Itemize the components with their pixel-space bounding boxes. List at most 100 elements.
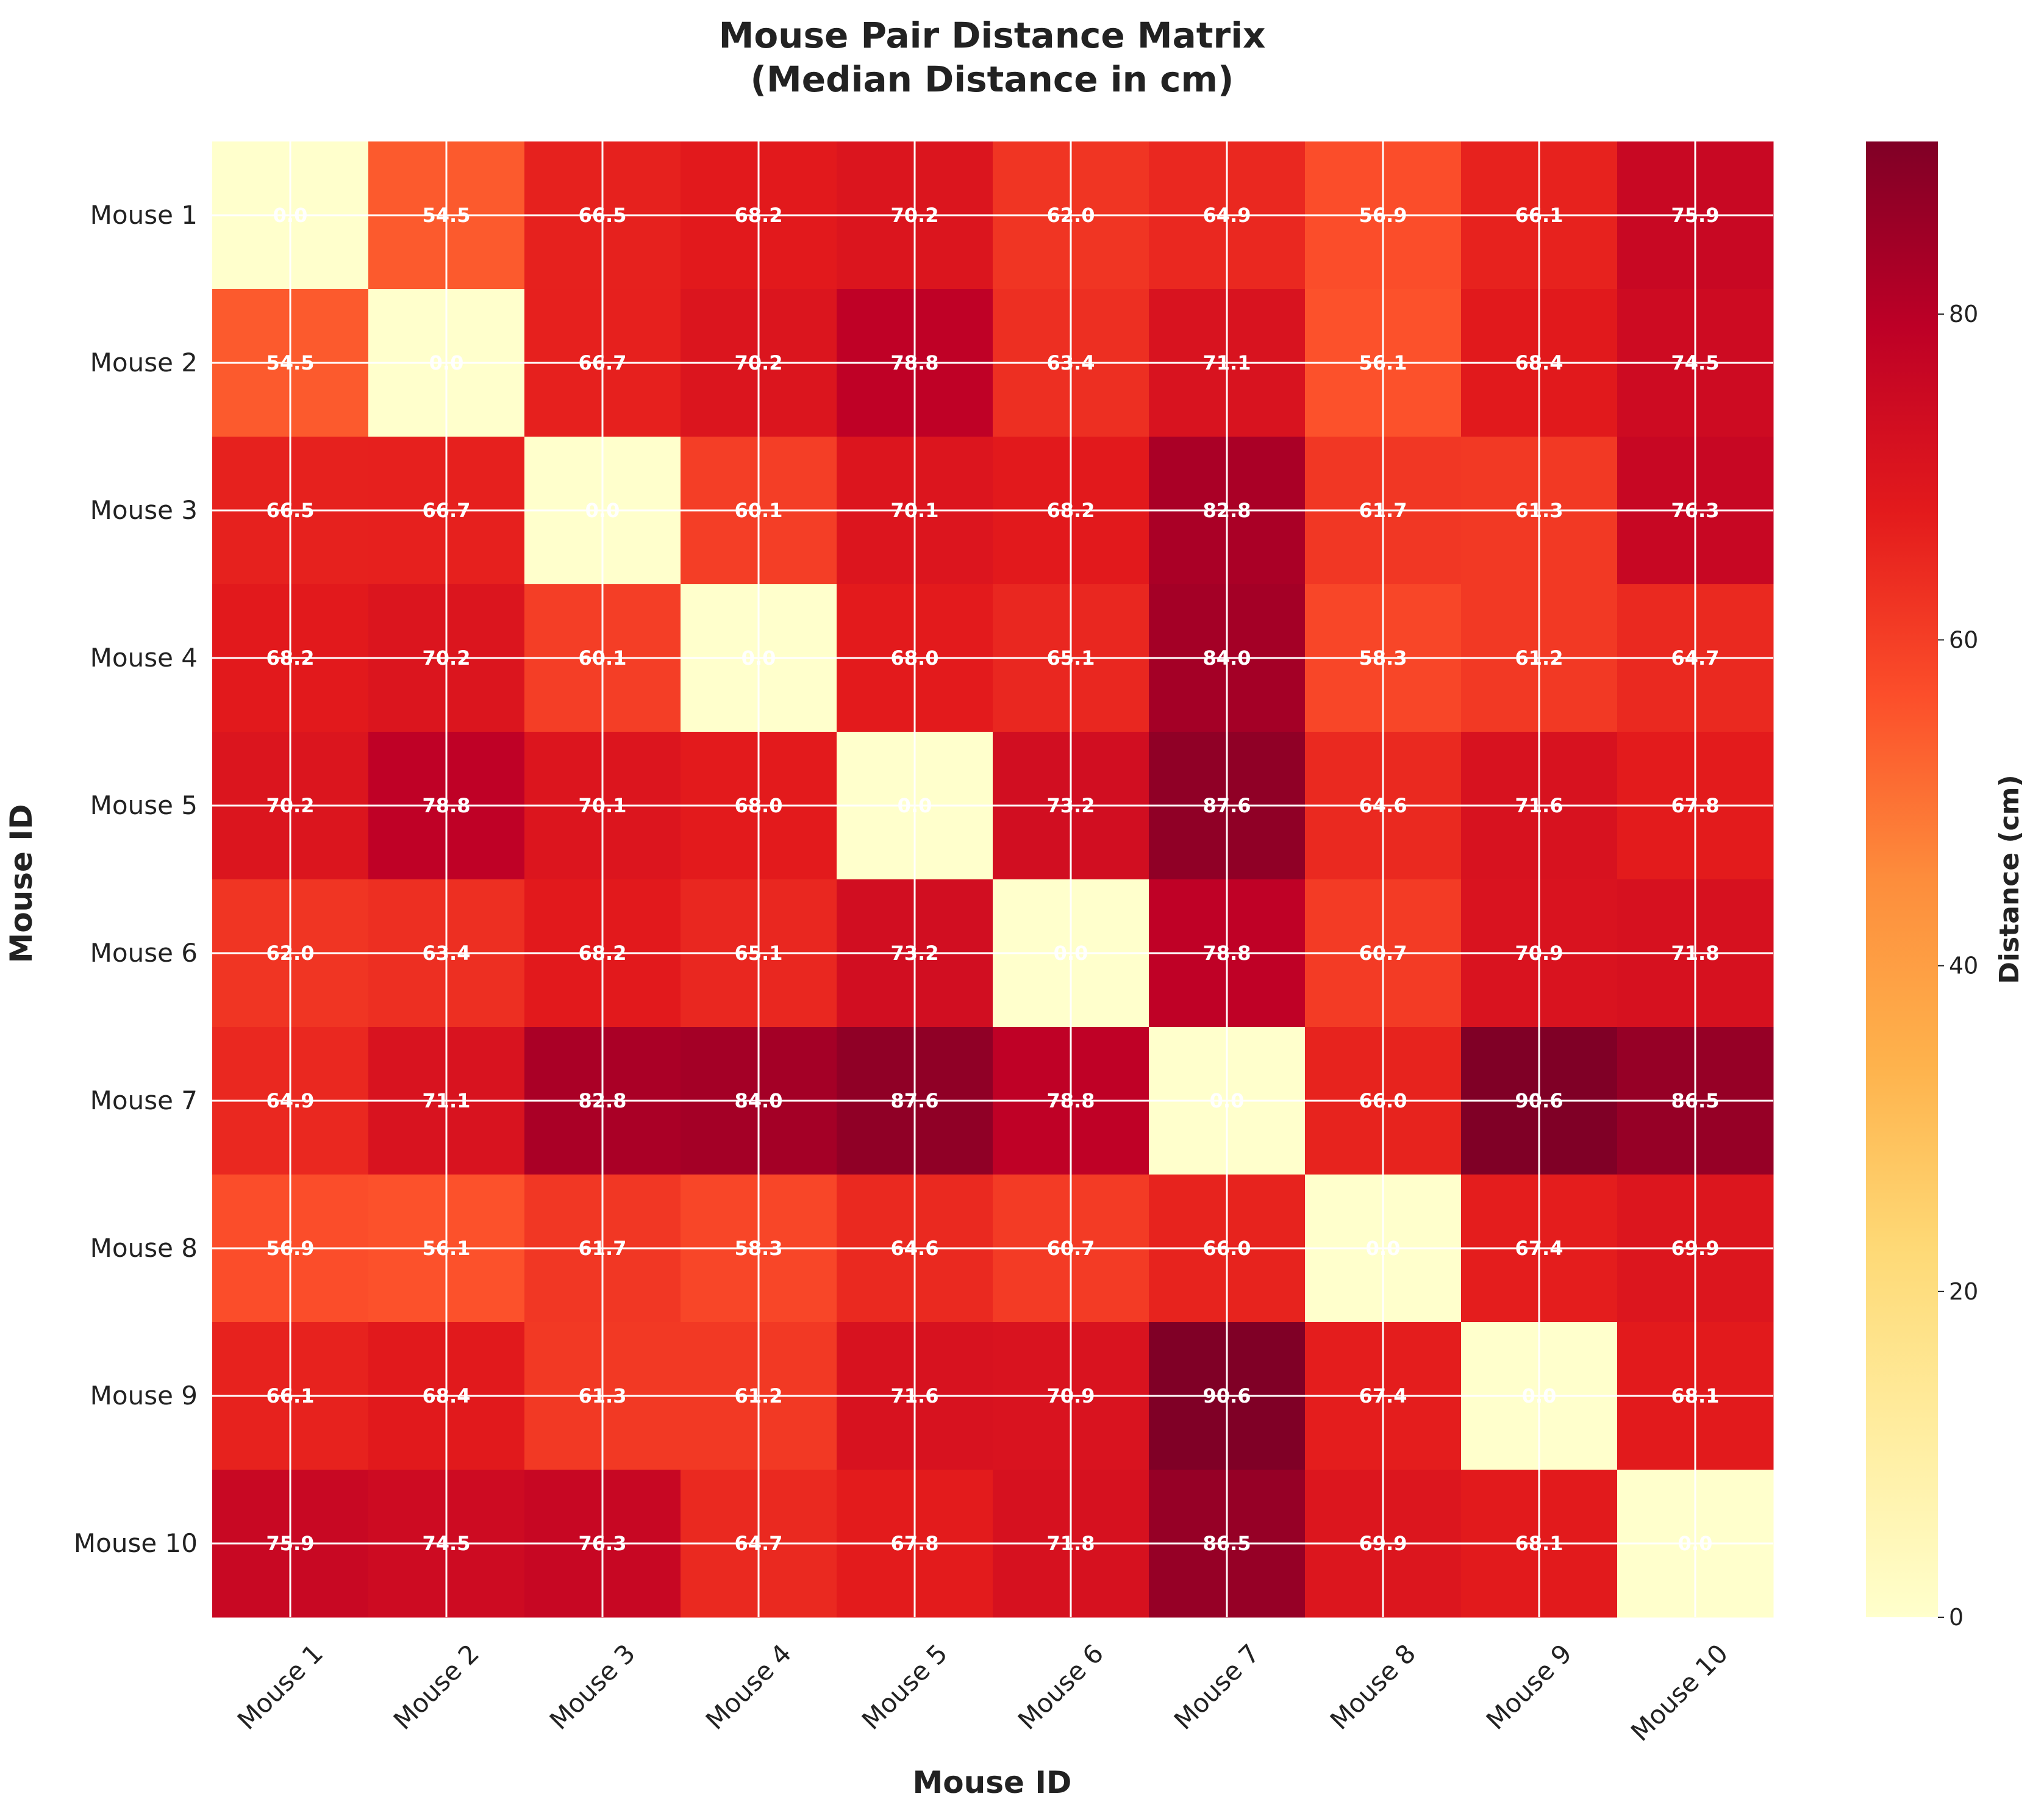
x-tick-label: Mouse 2 [388, 1638, 485, 1735]
cell-value-label: 68.0 [891, 646, 939, 670]
cell-value-label: 78.8 [891, 351, 939, 374]
cell-value-label: 70.2 [266, 794, 315, 817]
x-tick-label: Mouse 8 [1324, 1638, 1421, 1735]
cell-value-label: 58.3 [1359, 646, 1407, 670]
cell-value-label: 84.0 [1203, 646, 1251, 670]
cell-value-label: 70.2 [891, 204, 939, 227]
cell-value-label: 66.0 [1203, 1237, 1251, 1260]
x-tick-label: Mouse 6 [1012, 1638, 1109, 1735]
cell-value-label: 67.8 [891, 1532, 939, 1555]
y-tick-label: Mouse 2 [90, 348, 198, 377]
cell-value-label: 66.7 [579, 351, 627, 374]
cell-value-label: 60.7 [1047, 1237, 1095, 1260]
cell-value-label: 71.1 [1203, 351, 1251, 374]
cell-value-label: 64.9 [1203, 204, 1251, 227]
chart-subtitle: (Median Distance in cm) [751, 59, 1234, 100]
cell-value-label: 61.2 [1515, 646, 1563, 670]
x-tick-labels: Mouse 1 Mouse 2 Mouse 3 Mouse 4 Mouse 5 Mouse… [232, 1638, 1734, 1747]
colorbar-tick-label: 20 [1949, 1278, 1978, 1305]
cell-value-label: 71.8 [1671, 942, 1720, 965]
x-tick-label: Mouse 3 [544, 1638, 641, 1735]
cell-value-label: 84.0 [735, 1089, 783, 1112]
cell-value-label: 82.8 [1203, 499, 1251, 522]
colorbar [1866, 141, 1938, 1617]
grid-lines [212, 141, 1773, 1617]
cell-value-label: 61.2 [735, 1384, 783, 1407]
cell-value-label: 0.0 [1366, 1237, 1401, 1260]
cell-value-label: 71.6 [1515, 794, 1563, 817]
cell-value-label: 0.0 [1054, 942, 1088, 965]
cell-value-label: 65.1 [1047, 646, 1095, 670]
cell-value-label: 63.4 [1047, 351, 1095, 374]
cell-value-label: 68.2 [735, 204, 783, 227]
colorbar-tick-label: 60 [1949, 626, 1978, 653]
y-tick-label: Mouse 9 [90, 1381, 198, 1411]
cell-value-label: 68.0 [735, 794, 783, 817]
cell-value-label: 68.2 [266, 646, 315, 670]
cell-value-label: 90.6 [1515, 1089, 1563, 1112]
cell-value-label: 67.8 [1671, 794, 1720, 817]
cell-value-label: 68.2 [579, 942, 627, 965]
y-tick-label: Mouse 3 [90, 495, 198, 525]
colorbar-tick-label: 40 [1949, 953, 1978, 979]
cell-value-label: 68.1 [1515, 1532, 1563, 1555]
cell-value-label: 68.4 [423, 1384, 471, 1407]
cell-value-label: 0.0 [585, 499, 620, 522]
cell-value-label: 86.5 [1203, 1532, 1251, 1555]
y-tick-label: Mouse 6 [90, 938, 198, 968]
cell-value-label: 64.6 [1359, 794, 1407, 817]
cell-value-label: 66.7 [423, 499, 471, 522]
cell-value-label: 66.1 [1515, 204, 1563, 227]
cell-value-label: 64.7 [1671, 646, 1720, 670]
cell-value-label: 78.8 [1203, 942, 1251, 965]
cell-value-label: 56.1 [423, 1237, 471, 1260]
cell-value-label: 65.1 [735, 942, 783, 965]
cell-value-label: 70.1 [891, 499, 939, 522]
cell-value-label: 70.1 [579, 794, 627, 817]
x-tick-label: Mouse 5 [856, 1638, 953, 1735]
cell-value-label: 76.3 [579, 1532, 627, 1555]
cell-value-label: 74.5 [423, 1532, 471, 1555]
cell-value-label: 0.0 [1678, 1532, 1713, 1555]
cell-value-label: 61.3 [579, 1384, 627, 1407]
cell-value-label: 67.4 [1359, 1384, 1407, 1407]
colorbar-label: Distance (cm) [1994, 774, 2025, 984]
y-tick-label: Mouse 7 [90, 1085, 198, 1115]
cell-value-label: 68.2 [1047, 499, 1095, 522]
cell-value-label: 74.5 [1671, 351, 1720, 374]
cell-value-label: 60.1 [735, 499, 783, 522]
cell-value-label: 73.2 [1047, 794, 1095, 817]
cell-value-label: 68.4 [1515, 351, 1563, 374]
cell-value-label: 54.5 [266, 351, 315, 374]
cell-value-label: 64.7 [735, 1532, 783, 1555]
cell-value-label: 63.4 [423, 942, 471, 965]
y-tick-label: Mouse 5 [90, 790, 198, 820]
x-tick-label: Mouse 9 [1481, 1638, 1578, 1735]
cell-value-label: 0.0 [1522, 1384, 1557, 1407]
cell-value-label: 70.2 [735, 351, 783, 374]
cell-value-label: 64.6 [891, 1237, 939, 1260]
cell-value-label: 0.0 [1210, 1089, 1245, 1112]
colorbar-tick-label: 80 [1949, 301, 1978, 327]
cell-value-label: 60.7 [1359, 942, 1407, 965]
x-tick-label: Mouse 7 [1168, 1638, 1265, 1735]
x-tick-label: Mouse 10 [1625, 1638, 1734, 1747]
x-axis-label: Mouse ID [913, 1765, 1072, 1800]
cell-value-label: 0.0 [273, 204, 308, 227]
cell-value-label: 71.1 [423, 1089, 471, 1112]
cell-value-label: 87.6 [891, 1089, 939, 1112]
cell-value-label: 70.2 [423, 646, 471, 670]
cell-value-label: 86.5 [1671, 1089, 1720, 1112]
colorbar-tick-label: 0 [1949, 1604, 1964, 1631]
cell-value-label: 60.1 [579, 646, 627, 670]
x-tick-label: Mouse 1 [232, 1638, 329, 1735]
cell-value-label: 87.6 [1203, 794, 1251, 817]
cell-value-label: 90.6 [1203, 1384, 1251, 1407]
cell-value-label: 68.1 [1671, 1384, 1720, 1407]
cell-value-label: 78.8 [1047, 1089, 1095, 1112]
cell-value-label: 66.0 [1359, 1089, 1407, 1112]
y-tick-label: Mouse 4 [90, 643, 198, 673]
y-axis-label: Mouse ID [4, 804, 39, 964]
cell-value-label: 0.0 [429, 351, 464, 374]
